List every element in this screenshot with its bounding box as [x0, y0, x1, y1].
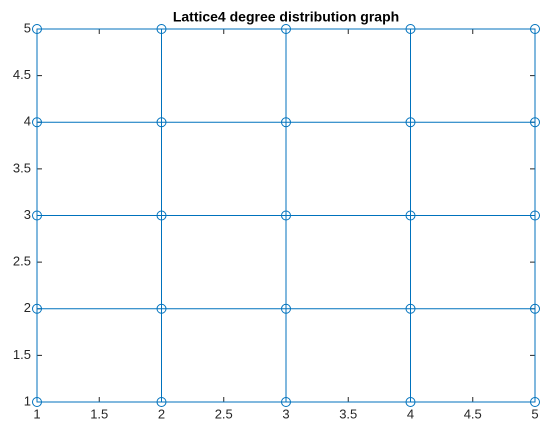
- node: [405, 303, 416, 314]
- y-tick-label: 1.5: [13, 347, 31, 362]
- x-tick-label: 1: [33, 406, 40, 421]
- node: [32, 117, 42, 128]
- x-tick-label: 3.5: [339, 406, 357, 421]
- node: [530, 397, 540, 407]
- node: [530, 210, 540, 221]
- chart-title: Lattice4 degree distribution graph: [173, 9, 399, 25]
- node: [156, 117, 167, 128]
- y-tick-label: 1: [24, 393, 31, 408]
- x-tick-label: 5: [531, 406, 538, 421]
- node: [530, 303, 540, 314]
- node: [281, 210, 291, 221]
- node: [32, 210, 42, 221]
- node: [32, 24, 42, 34]
- node: [281, 303, 291, 314]
- node: [156, 210, 167, 221]
- x-tick-label: 1.5: [90, 406, 108, 421]
- node: [281, 24, 291, 34]
- y-tick-label: 2: [24, 300, 31, 315]
- node: [530, 24, 540, 34]
- y-tick-label: 2.5: [13, 254, 31, 269]
- node: [32, 303, 42, 314]
- y-tick-label: 3: [24, 207, 31, 222]
- x-tick-label: 2.5: [215, 406, 233, 421]
- node: [405, 397, 416, 407]
- y-tick-label: 4: [24, 114, 31, 129]
- y-tick-label: 4.5: [13, 67, 31, 82]
- node: [405, 24, 416, 34]
- node: [281, 117, 291, 128]
- y-tick-label: 5: [24, 20, 31, 35]
- node: [405, 117, 416, 128]
- node: [32, 397, 42, 407]
- node: [156, 303, 167, 314]
- node: [530, 117, 540, 128]
- y-tick-label: 3.5: [13, 160, 31, 175]
- node: [281, 397, 291, 407]
- x-tick-label: 3: [282, 406, 289, 421]
- node: [156, 397, 167, 407]
- x-tick-label: 4.5: [464, 406, 482, 421]
- node: [156, 24, 167, 34]
- x-tick-label: 2: [158, 406, 165, 421]
- node: [405, 210, 416, 221]
- x-tick-label: 4: [407, 406, 414, 421]
